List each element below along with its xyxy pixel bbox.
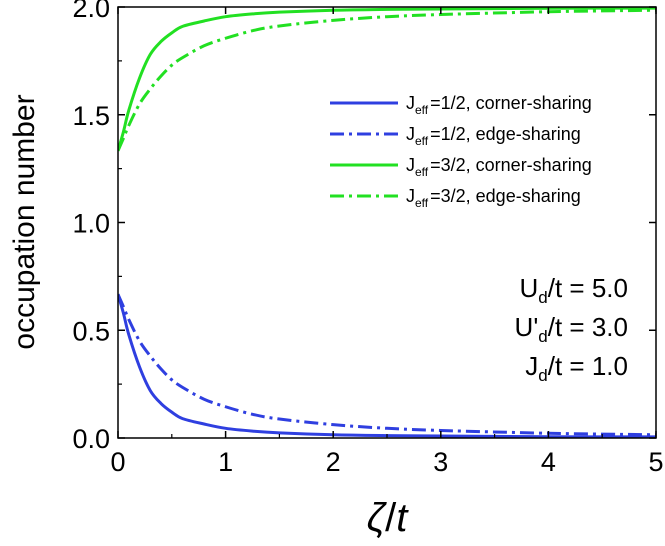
x-axis-label-zeta: ζ — [367, 496, 388, 540]
legend-entry-1: Jeff =1/2, corner-sharing — [406, 93, 592, 117]
legend-entry-sub: eff — [415, 103, 429, 117]
legend-entry-rest: =1/2, corner-sharing — [430, 93, 592, 113]
x-tick-label: 4 — [541, 447, 556, 477]
legend-entry-sub: eff — [415, 196, 429, 210]
x-axis-label: ζ/t — [367, 496, 410, 540]
param-annotation-rest: /t = 1.0 — [548, 351, 628, 381]
parameter-annotations: Ud/t = 5.0U'd/t = 3.0Jd/t = 1.0 — [515, 273, 628, 385]
series-line-1 — [118, 293, 656, 438]
y-tick-label: 1.5 — [72, 101, 110, 131]
param-annotation-base: U — [520, 273, 539, 303]
param-annotation-sub: d — [538, 288, 547, 307]
legend-entry-base: J — [406, 124, 415, 144]
x-tick-label: 0 — [110, 447, 125, 477]
y-tick-label: 1.0 — [72, 209, 110, 239]
param-annotation-rest: /t = 5.0 — [548, 273, 628, 303]
legend-entry-sub: eff — [415, 134, 429, 148]
legend-entry-base: J — [406, 155, 415, 175]
param-annotation-sub: d — [538, 327, 547, 346]
x-tick-label: 2 — [326, 447, 341, 477]
y-tick-label: 0.0 — [72, 424, 110, 454]
x-tick-label: 1 — [218, 447, 233, 477]
legend-entry-sub: eff — [415, 165, 429, 179]
x-tick-label: 3 — [433, 447, 448, 477]
series-line-3 — [118, 7, 656, 152]
series-line-4 — [118, 8, 656, 152]
y-tick-label: 0.5 — [72, 316, 110, 346]
param-annotation-base: U' — [515, 312, 539, 342]
y-axis-label: occupation number — [8, 94, 41, 349]
legend-entry-2: Jeff =1/2, edge-sharing — [406, 124, 581, 148]
axis-ticks: 0 1 2 3 4 5 0.0 0.5 1.0 1.5 2.0 — [72, 0, 663, 477]
legend-entry-base: J — [406, 186, 415, 206]
legend-entry-base: J — [406, 93, 415, 113]
param-annotation-rest: /t = 3.0 — [548, 312, 628, 342]
x-tick-label: 5 — [648, 447, 663, 477]
legend-entry-rest: =1/2, edge-sharing — [430, 124, 581, 144]
legend-entry-3: Jeff =3/2, corner-sharing — [406, 155, 592, 179]
param-annotation-2: U'd/t = 3.0 — [515, 312, 628, 346]
param-annotation-3: Jd/t = 1.0 — [525, 351, 628, 385]
param-annotation-base: J — [525, 351, 538, 381]
param-annotation-sub: d — [538, 366, 547, 385]
legend-entry-rest: =3/2, corner-sharing — [430, 155, 592, 175]
series-group — [118, 7, 656, 438]
x-axis-label-slash: / — [385, 496, 397, 540]
x-axis-label-t: t — [396, 496, 409, 540]
legend-entry-4: Jeff =3/2, edge-sharing — [406, 186, 581, 210]
y-tick-label: 2.0 — [72, 0, 110, 23]
series-line-2 — [118, 293, 656, 437]
legend-entry-rest: =3/2, edge-sharing — [430, 186, 581, 206]
param-annotation-1: Ud/t = 5.0 — [520, 273, 628, 307]
